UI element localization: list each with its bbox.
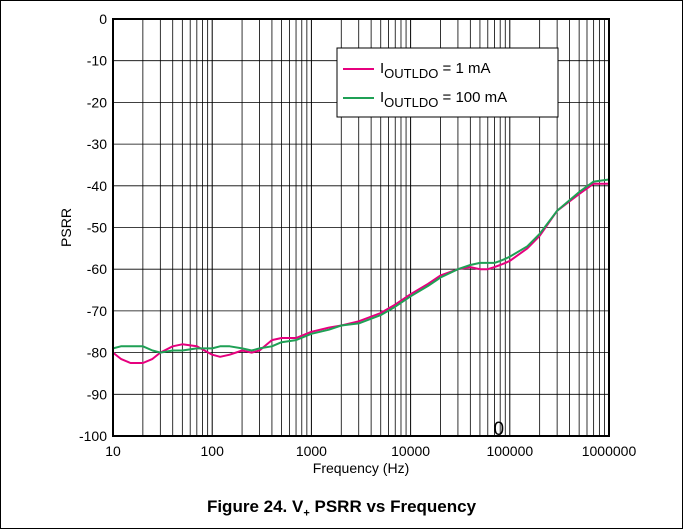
y-tick-label: -80	[87, 345, 107, 361]
y-tick-label: -30	[87, 136, 107, 152]
y-tick-label: -20	[87, 94, 107, 110]
series-line-2	[112, 178, 610, 354]
x-tick-label: 100	[201, 443, 225, 459]
y-tick-label: -10	[87, 53, 107, 69]
legend-label-tail: = 1 mA	[438, 60, 490, 77]
x-tick-label: 10	[105, 443, 121, 459]
y-tick-label: -40	[87, 178, 107, 194]
caption-prefix: Figure 24. V	[206, 497, 304, 516]
legend-label-subscript: OUTLDO	[384, 66, 438, 81]
legend-label-subscript: OUTLDO	[384, 95, 438, 110]
x-tick-label: 1000	[296, 443, 327, 459]
y-axis-title: PSRR	[58, 208, 74, 247]
y-tick-label: 0	[99, 11, 107, 27]
legend-label-1: IOUTLDO = 1 mA	[380, 60, 490, 81]
x-tick-label: 100000	[486, 443, 533, 459]
legend-label-tail: = 100 mA	[438, 89, 507, 106]
legend-label-main: I	[380, 60, 384, 77]
plot-area-border	[112, 18, 610, 437]
y-tick-label: -100	[79, 428, 107, 444]
y-tick-label: -70	[87, 303, 107, 319]
caption-suffix: PSRR vs Frequency	[309, 497, 477, 516]
y-tick-label: -60	[87, 261, 107, 277]
x-tick-label: 1000000	[582, 443, 637, 459]
caption-subscript: +	[303, 507, 310, 520]
y-tick-label: -50	[87, 220, 107, 236]
legend-label-main: I	[380, 89, 384, 106]
x-tick-label: 10000	[391, 443, 430, 459]
legend-label-2: IOUTLDO = 100 mA	[380, 89, 507, 110]
x-axis-title: Frequency (Hz)	[313, 460, 409, 476]
series-line-1	[112, 182, 609, 364]
figure-caption: Figure 24. V+ PSRR vs Frequency	[0, 497, 683, 519]
legend-box	[336, 47, 559, 118]
axis-annotation: 0	[494, 419, 505, 440]
y-tick-label: -90	[87, 386, 107, 402]
